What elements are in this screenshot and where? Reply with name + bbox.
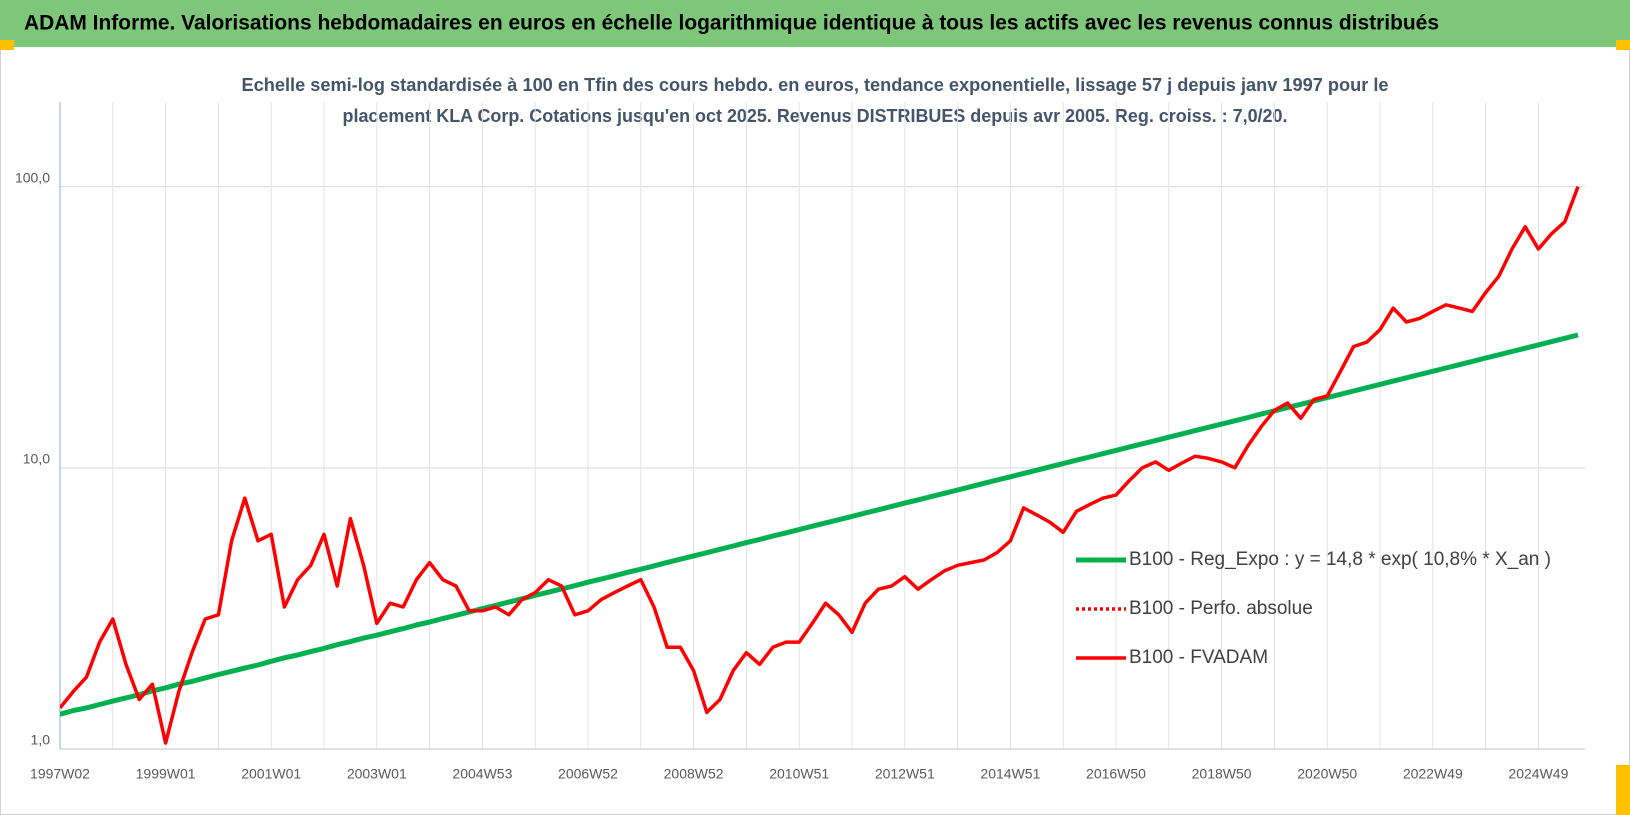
x-tick-label: 2003W01 — [347, 766, 407, 782]
x-tick-label: 2012W51 — [875, 766, 935, 782]
x-tick-label: 2008W52 — [664, 766, 724, 782]
legend-label: B100 - FVADAM — [1129, 647, 1268, 668]
y-tick-label: 10,0 — [23, 451, 50, 467]
series-line — [60, 185, 1580, 745]
x-tick-label: 2004W53 — [452, 766, 512, 782]
x-tick-label: 2018W50 — [1192, 766, 1252, 782]
x-tick-label: 2001W01 — [241, 766, 301, 782]
banner-title: ADAM Informe. Valorisations hebdomadaire… — [24, 12, 1439, 35]
legend-label: B100 - Perfo. absolue — [1129, 598, 1313, 619]
y-tick-label: 1,0 — [31, 732, 51, 748]
legend-label: B100 - Reg_Expo : y = 14,8 * exp( 10,8% … — [1129, 549, 1551, 570]
corner-mark — [1616, 40, 1630, 50]
x-tick-label: 2022W49 — [1403, 766, 1463, 782]
x-tick-label: 2020W50 — [1297, 766, 1357, 782]
banner — [0, 0, 1630, 47]
y-tick-label: 100,0 — [15, 169, 50, 185]
chart-subtitle: Echelle semi-log standardisée à 100 en T… — [242, 75, 1389, 95]
corner-mark — [1616, 765, 1630, 815]
corner-mark — [0, 40, 14, 50]
x-tick-label: 2016W50 — [1086, 766, 1146, 782]
x-tick-label: 2006W52 — [558, 766, 618, 782]
x-tick-label: 2010W51 — [769, 766, 829, 782]
x-tick-label: 1997W02 — [30, 766, 90, 782]
chart-subtitle: placement KLA Corp. Cotations jusqu'en o… — [343, 106, 1288, 126]
x-tick-label: 2014W51 — [980, 766, 1040, 782]
x-tick-label: 1999W01 — [136, 766, 196, 782]
x-tick-label: 2024W49 — [1508, 766, 1568, 782]
